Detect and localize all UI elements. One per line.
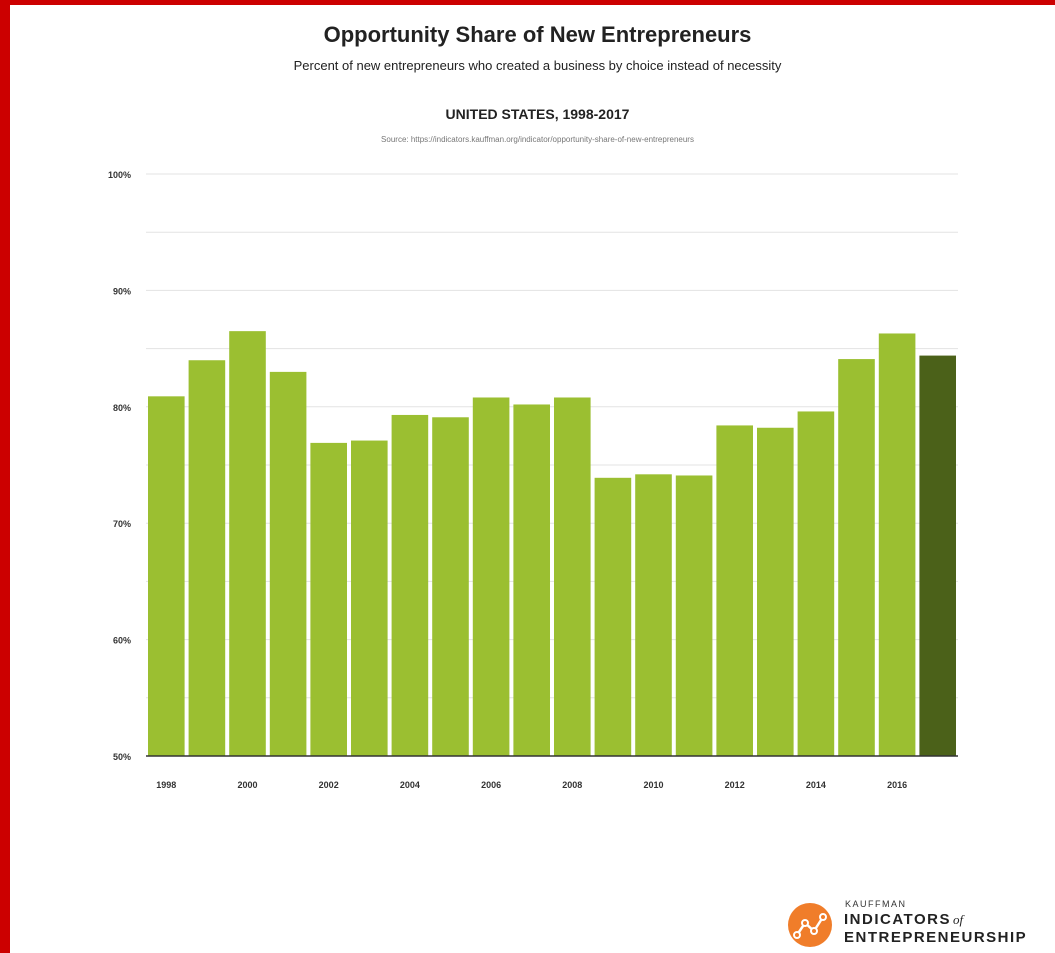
bar: [757, 427, 794, 756]
bar: [797, 411, 835, 756]
region-heading: UNITED STATES, 1998-2017: [445, 106, 630, 122]
bar: [878, 333, 916, 756]
bar: [351, 440, 388, 756]
y-tick-label: 80%: [113, 403, 131, 413]
logo-entrepreneurship-text: ENTREPRENEURSHIP: [844, 929, 1028, 946]
x-tick-label: 2016: [887, 780, 907, 790]
x-tick-label: 2012: [725, 780, 745, 790]
bar: [472, 397, 510, 756]
x-tick-label: 2000: [237, 780, 257, 790]
y-tick-label: 50%: [113, 752, 131, 762]
kauffman-logo: KAUFFMAN INDICATORS of ENTREPRENEURSHIP: [788, 898, 1048, 950]
frame-left: [0, 0, 10, 953]
y-tick-label: 60%: [113, 636, 131, 646]
y-tick-label: 70%: [113, 519, 131, 529]
bar: [391, 414, 429, 756]
x-tick-label: 2006: [481, 780, 501, 790]
source-note: Source: https://indicators.kauffman.org/…: [381, 135, 694, 144]
bar: [432, 417, 469, 756]
x-tick-label: 1998: [156, 780, 176, 790]
y-tick-label: 100%: [108, 170, 131, 180]
frame-top: [0, 0, 1055, 5]
x-tick-label: 2002: [319, 780, 339, 790]
bar: [594, 477, 632, 756]
chart-title: Opportunity Share of New Entrepreneurs: [323, 22, 752, 47]
logo-indicators-text: INDICATORS: [844, 911, 951, 928]
logo-mark-icon: [788, 903, 832, 947]
x-tick-label: 2010: [643, 780, 663, 790]
logo-of-text: of: [952, 912, 964, 927]
y-tick-label: 90%: [113, 286, 131, 296]
bar: [838, 359, 875, 756]
bar: [310, 442, 347, 756]
logo-indicators-line: INDICATORS of: [844, 911, 963, 928]
logo-kauffman-text: KAUFFMAN: [845, 899, 907, 909]
bar: [675, 475, 713, 756]
x-tick-label: 2014: [806, 780, 826, 790]
bar: [269, 371, 307, 756]
x-tick-label: 2008: [562, 780, 582, 790]
bar: [919, 355, 956, 756]
bar: [148, 396, 185, 756]
bar: [716, 425, 753, 756]
x-tick-label: 2004: [400, 780, 420, 790]
bar: [513, 404, 550, 756]
bar: [229, 331, 266, 756]
bar: [554, 397, 591, 756]
bar: [188, 360, 226, 756]
bar: [635, 474, 672, 756]
chart-subtitle: Percent of new entrepreneurs who created…: [293, 58, 782, 73]
